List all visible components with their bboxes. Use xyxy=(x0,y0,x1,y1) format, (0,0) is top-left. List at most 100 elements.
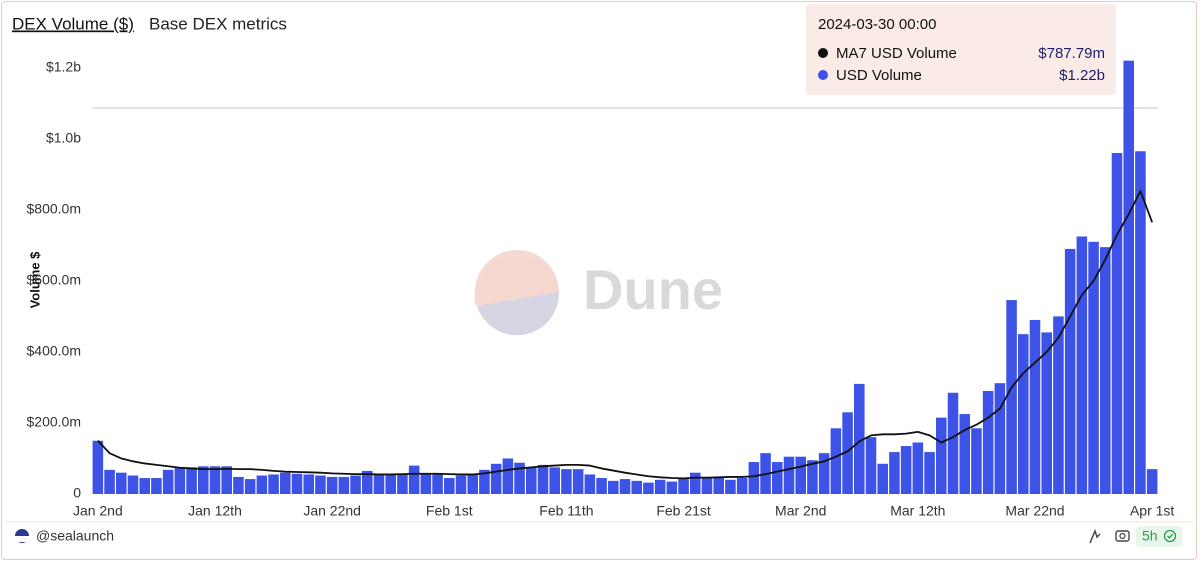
x-tick-label: Feb 1st xyxy=(426,503,473,519)
x-tick-label: Mar 22nd xyxy=(1005,503,1064,519)
bar xyxy=(725,479,736,494)
icon[interactable] xyxy=(1089,528,1101,544)
bar xyxy=(713,476,724,494)
bar xyxy=(291,473,303,494)
plot-area: 0 $200.0m $400.0m $600.0m $800.0m $1.0b $1.2b J… xyxy=(27,58,1175,518)
tooltip-dot xyxy=(818,48,828,58)
watermark-logo xyxy=(477,292,560,336)
bar xyxy=(1111,153,1123,494)
tooltip: 2024-03-30 00:00 MA7 USD Volume $787.79m… xyxy=(806,4,1116,95)
bar xyxy=(1146,469,1158,494)
bar xyxy=(303,474,314,494)
bar xyxy=(631,480,642,494)
bar xyxy=(526,467,537,494)
bar xyxy=(1053,316,1064,494)
bar xyxy=(326,476,338,494)
x-tick-label: Feb 11th xyxy=(539,503,593,519)
chart-title[interactable]: DEX Volume ($) xyxy=(12,14,134,33)
check-icon xyxy=(1163,529,1177,543)
bar xyxy=(572,469,584,494)
bar xyxy=(877,463,888,494)
y-axis-title: Volume $ xyxy=(27,251,42,309)
bar xyxy=(479,469,490,494)
bar xyxy=(373,474,385,494)
line xyxy=(97,190,1153,480)
bar xyxy=(514,462,525,494)
bar xyxy=(233,476,244,494)
bar xyxy=(1064,248,1076,494)
author[interactable]: @sealaunch xyxy=(36,528,114,544)
bar xyxy=(174,467,186,494)
bar xyxy=(408,465,420,494)
bar xyxy=(1088,241,1099,494)
bar xyxy=(209,466,221,494)
bar xyxy=(490,463,502,494)
watermark: Dune xyxy=(474,250,723,336)
bar xyxy=(807,460,818,494)
age: 5h xyxy=(1142,528,1158,544)
tooltip-dot xyxy=(818,70,828,80)
y-tick-label: $200.0m xyxy=(27,414,81,430)
bar xyxy=(221,466,232,494)
bar xyxy=(982,390,994,494)
bar xyxy=(690,472,701,494)
bar xyxy=(362,470,373,494)
bar xyxy=(608,480,619,494)
bar xyxy=(842,412,853,494)
bar xyxy=(783,456,795,494)
bar xyxy=(92,440,104,494)
bar xyxy=(537,464,549,494)
bar xyxy=(104,469,115,494)
x-tick-label: Feb 21st xyxy=(656,503,711,519)
x-tick-label: Jan 22nd xyxy=(303,503,361,519)
bar xyxy=(947,392,959,494)
bar xyxy=(748,462,760,494)
camera-lens xyxy=(1119,532,1126,540)
bar xyxy=(444,478,455,494)
y-tick-label: $1.2b xyxy=(46,58,81,74)
y-tick-label: $400.0m xyxy=(27,343,81,359)
bar xyxy=(549,467,560,494)
tooltip-box xyxy=(806,4,1116,95)
bar xyxy=(654,479,666,494)
bar xyxy=(889,452,900,494)
bar xyxy=(1029,319,1041,494)
bar xyxy=(162,469,174,494)
check-mark xyxy=(1167,533,1174,539)
bar xyxy=(1135,151,1146,494)
author-icon xyxy=(15,529,29,543)
bar xyxy=(994,383,1006,494)
bar xyxy=(1076,236,1088,495)
bar xyxy=(385,474,396,494)
tooltip-series-name: MA7 USD Volume xyxy=(836,45,957,62)
bar xyxy=(924,452,935,494)
y-tick-label: $600.0m xyxy=(27,272,81,288)
bar xyxy=(561,469,572,494)
bar xyxy=(1041,332,1052,494)
bar xyxy=(971,428,982,494)
bar xyxy=(854,383,865,494)
tooltip-title: 2024-03-30 00:00 xyxy=(818,16,936,33)
bar xyxy=(315,475,326,494)
bar xyxy=(467,474,478,494)
bar xyxy=(502,458,514,494)
bar xyxy=(244,479,256,494)
bar xyxy=(198,466,209,494)
bar xyxy=(139,478,150,494)
bar xyxy=(912,442,924,494)
x-tick-label: Jan 2nd xyxy=(73,503,123,519)
camera-icon[interactable] xyxy=(1115,530,1130,542)
y-tick-label: $800.0m xyxy=(27,201,81,217)
tooltip-value: $787.79m xyxy=(1038,45,1105,62)
bar xyxy=(666,481,678,494)
bar xyxy=(830,428,842,494)
bar xyxy=(772,462,783,494)
bar xyxy=(701,478,713,494)
bar xyxy=(865,437,877,494)
bar xyxy=(936,417,947,494)
bar xyxy=(420,474,432,494)
bar xyxy=(596,478,607,494)
